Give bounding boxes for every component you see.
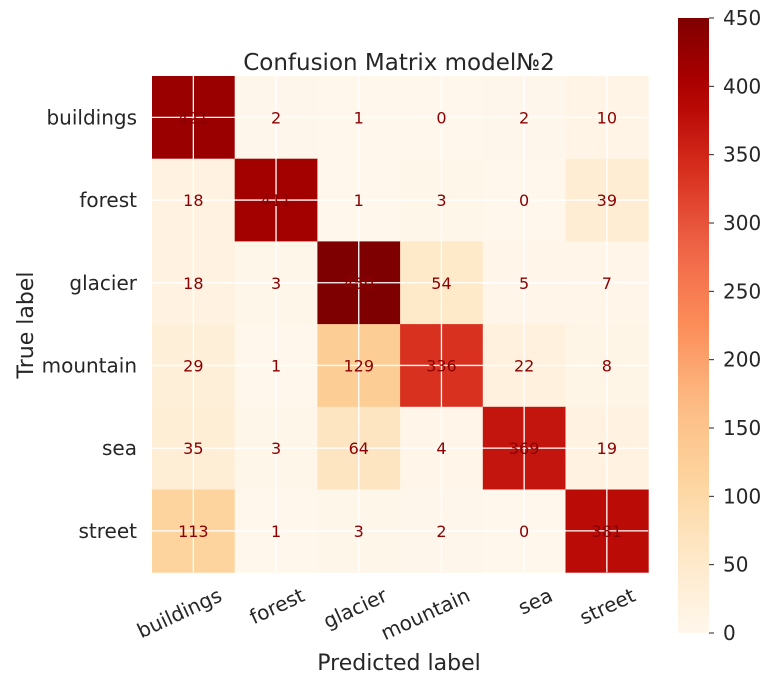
cell-value-label: 7	[602, 274, 612, 293]
x-tick-label: forest	[246, 583, 309, 629]
cell-value-label: 1	[354, 191, 364, 210]
cell-value-label: 22	[514, 356, 534, 375]
cell-value-label: 1	[354, 108, 364, 127]
cell-value-label: 2	[519, 108, 529, 127]
cell-value-label: 450	[343, 274, 374, 293]
cell-value-label: 129	[343, 356, 374, 375]
cell-value-label: 381	[592, 522, 623, 541]
cell-value-label: 113	[178, 522, 209, 541]
y-tick-labels: buildings forest glacier mountain sea street	[42, 105, 138, 542]
x-tick-label: sea	[514, 583, 556, 620]
chart-title: Confusion Matrix model№2	[243, 50, 555, 76]
cell-value-label: 1	[271, 356, 281, 375]
cell-value-label: 3	[436, 191, 446, 210]
x-tick-label: mountain	[377, 583, 474, 645]
cell-value-label: 0	[436, 108, 446, 127]
cell-value-label: 0	[519, 522, 529, 541]
colorbar-tick-label: 450	[723, 6, 761, 30]
colorbar-tick-label: 50	[723, 553, 748, 577]
colorbar-tick-labels: 0 50 100 150 200 250 300 350 400 450	[709, 6, 761, 645]
y-axis-label: True label	[14, 272, 39, 380]
colorbar-tick-label: 300	[723, 211, 761, 235]
colorbar-tick-label: 100	[723, 484, 761, 508]
cell-value-label: 3	[271, 439, 281, 458]
cell-value-label: 10	[597, 108, 617, 127]
colorbar-tick-label: 350	[723, 143, 761, 167]
cell-value-label: 29	[183, 356, 203, 375]
cell-value-label: 64	[349, 439, 369, 458]
colorbar-tick-label: 250	[723, 279, 761, 303]
heatmap-cells	[152, 76, 649, 573]
cell-value-label: 4	[436, 439, 446, 458]
colorbar-tick-label: 200	[723, 348, 761, 372]
cell-value-label: 2	[436, 522, 446, 541]
cell-value-label: 19	[597, 439, 617, 458]
cell-value-label: 8	[602, 356, 612, 375]
cell-value-label: 5	[519, 274, 529, 293]
y-tick-label: forest	[79, 188, 137, 212]
cell-value-label: 18	[183, 274, 203, 293]
cell-value-label: 411	[261, 191, 292, 210]
cell-value-label: 35	[183, 439, 203, 458]
colorbar-tick-label: 400	[723, 74, 761, 98]
cell-value-label: 1	[271, 522, 281, 541]
colorbar	[678, 18, 709, 633]
cell-value-label: 54	[431, 274, 451, 293]
x-axis-label: Predicted label	[317, 651, 480, 676]
y-tick-label: street	[79, 519, 138, 543]
grid-lines	[152, 76, 649, 573]
x-tick-label: street	[576, 583, 639, 630]
cell-value-label: 2	[271, 108, 281, 127]
cell-value-label: 421	[178, 108, 209, 127]
cell-value-label: 336	[426, 356, 457, 375]
colorbar-tick-label: 150	[723, 416, 761, 440]
cell-value-label: 39	[597, 191, 617, 210]
cell-value-label: 18	[183, 191, 203, 210]
y-tick-label: sea	[102, 436, 137, 460]
cell-value-label: 3	[354, 522, 364, 541]
y-tick-label: mountain	[42, 353, 137, 377]
y-tick-label: glacier	[69, 271, 137, 295]
x-tick-label: buildings	[133, 583, 225, 643]
y-tick-label: buildings	[46, 105, 137, 129]
colorbar-tick-label: 0	[723, 621, 736, 645]
cell-value-label: 3	[271, 274, 281, 293]
cell-value-label: 0	[519, 191, 529, 210]
cell-value-label: 369	[509, 439, 540, 458]
